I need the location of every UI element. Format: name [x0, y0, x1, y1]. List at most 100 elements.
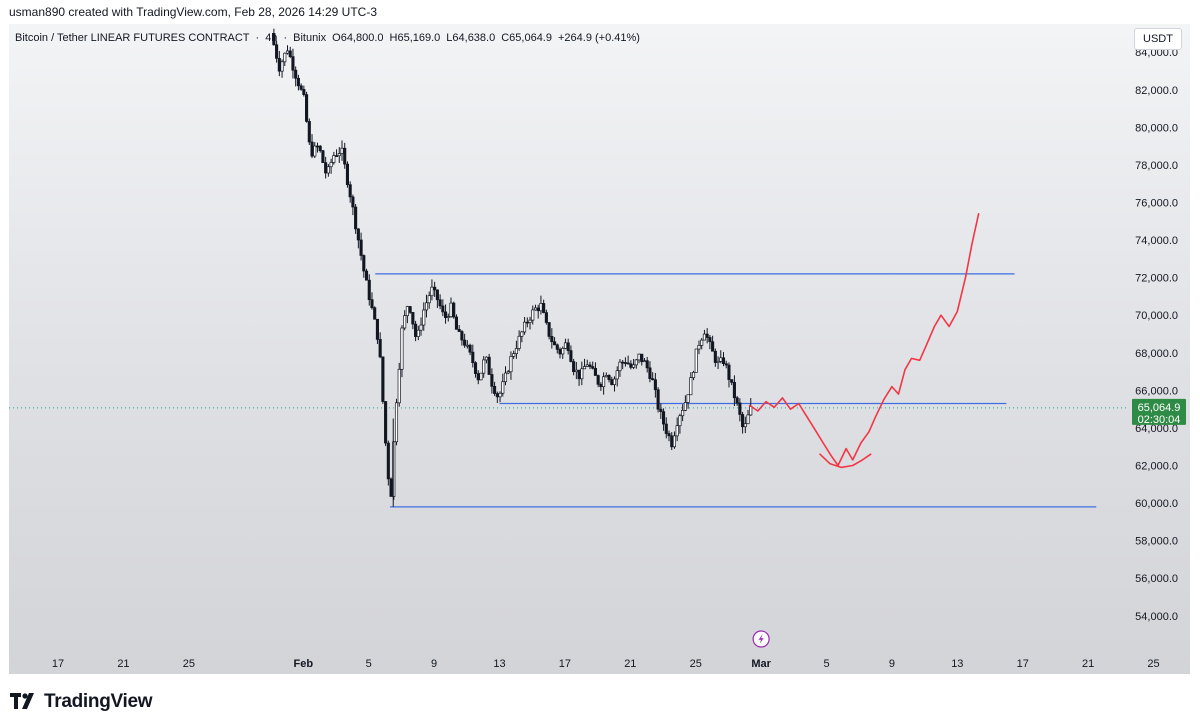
candle-body	[476, 373, 480, 381]
candle-body	[419, 324, 423, 331]
candle-body	[730, 379, 734, 383]
candle-body	[389, 478, 393, 497]
price-chart-svg[interactable]: 84,000.0 82,000.0 80,000.0 78,000.0 76,000.0…	[9, 24, 1190, 674]
candle-body	[321, 150, 325, 163]
candle-body	[629, 363, 633, 368]
candle-body	[452, 302, 456, 318]
candle-body	[285, 50, 290, 54]
candle-body	[705, 333, 709, 338]
candle-body	[288, 50, 292, 57]
lightning-icon	[758, 634, 764, 644]
candle-body	[738, 402, 742, 415]
candle-body	[487, 356, 491, 375]
candle-body	[315, 145, 320, 148]
candle-body	[280, 61, 284, 72]
candle-body	[397, 368, 401, 404]
tradingview-logo[interactable]: TradingView	[10, 690, 153, 714]
candle-body	[335, 155, 339, 157]
candle-body	[741, 414, 745, 428]
candle-body	[454, 316, 459, 330]
candle-body	[732, 382, 736, 399]
candle-body	[711, 341, 715, 352]
candle-body	[345, 163, 350, 186]
candle-body	[702, 333, 706, 341]
candle-body	[721, 357, 726, 365]
candle-body	[580, 368, 584, 380]
candle-body	[343, 147, 347, 165]
candle-body	[324, 162, 328, 174]
candle-body	[351, 196, 355, 208]
candle-body	[302, 89, 306, 95]
candle-body	[414, 323, 418, 337]
candle-body	[514, 348, 518, 354]
y-tick-label: 76,000.0	[1135, 197, 1178, 209]
candle-body	[528, 319, 532, 323]
projection-bowl	[819, 453, 872, 469]
candle-body	[506, 371, 510, 374]
candle-body	[378, 339, 382, 358]
candle-body	[667, 433, 671, 437]
candle-body	[433, 286, 437, 291]
candle-body	[582, 366, 587, 370]
candle-body	[664, 423, 668, 434]
candle-body	[593, 367, 597, 376]
chart-panel[interactable]: 84,000.0 82,000.0 80,000.0 78,000.0 76,000.0…	[9, 24, 1190, 674]
candle-body	[525, 321, 529, 324]
candle-body	[672, 435, 677, 448]
candle-body	[370, 299, 374, 309]
x-tick-label: 13	[951, 658, 963, 670]
candle-body	[465, 344, 469, 347]
currency-button[interactable]: USDT	[1134, 28, 1182, 50]
candle-body	[313, 145, 317, 157]
ohlc-low: L64,638.0	[446, 32, 496, 44]
candle-body	[416, 329, 420, 337]
candle-body	[604, 375, 608, 378]
candle-body	[602, 376, 606, 388]
y-tick-label: 58,000.0	[1135, 536, 1178, 548]
candle-body	[648, 367, 652, 379]
candle-body	[457, 329, 461, 332]
candle-body	[498, 392, 502, 398]
candle-body	[539, 303, 543, 312]
candle-body	[482, 359, 486, 374]
candle-body	[659, 408, 663, 412]
x-tick-label: 21	[117, 658, 129, 670]
candle-body	[523, 321, 527, 333]
x-tick-label: 21	[624, 658, 636, 670]
candle-body	[591, 366, 595, 369]
candle-body	[651, 378, 655, 381]
y-tick-label: 84,000.0	[1135, 47, 1178, 59]
projection-path	[748, 213, 980, 467]
candle-body	[555, 344, 559, 350]
candle-body	[275, 44, 279, 59]
candle-body	[656, 389, 660, 410]
candle-body	[645, 360, 649, 369]
y-tick-label: 66,000.0	[1135, 385, 1178, 397]
candle-body	[484, 356, 488, 361]
candle-body	[618, 361, 622, 372]
candle-body	[364, 270, 369, 281]
candle-body	[283, 52, 287, 63]
candle-body	[405, 306, 409, 317]
candle-body	[307, 121, 311, 143]
candle-body	[681, 409, 685, 417]
candle-body	[678, 415, 682, 427]
candle-body	[296, 77, 300, 87]
candle-body	[563, 342, 568, 349]
candle-body	[572, 361, 576, 373]
candle-body	[653, 379, 657, 391]
y-tick-label: 56,000.0	[1135, 573, 1178, 585]
candle-body	[691, 371, 696, 379]
y-tick-label: 80,000.0	[1135, 122, 1178, 134]
candle-body	[544, 312, 548, 323]
x-tick-label: 25	[183, 658, 195, 670]
y-tick-label: 72,000.0	[1135, 273, 1178, 285]
candle-body	[694, 348, 698, 373]
candle-body	[610, 379, 614, 385]
candle-body	[612, 378, 617, 385]
y-tick-label: 78,000.0	[1135, 160, 1178, 172]
candle-body	[449, 302, 453, 317]
candle-body	[392, 441, 396, 497]
candle-body	[310, 141, 314, 157]
current-price-box	[1132, 398, 1186, 425]
